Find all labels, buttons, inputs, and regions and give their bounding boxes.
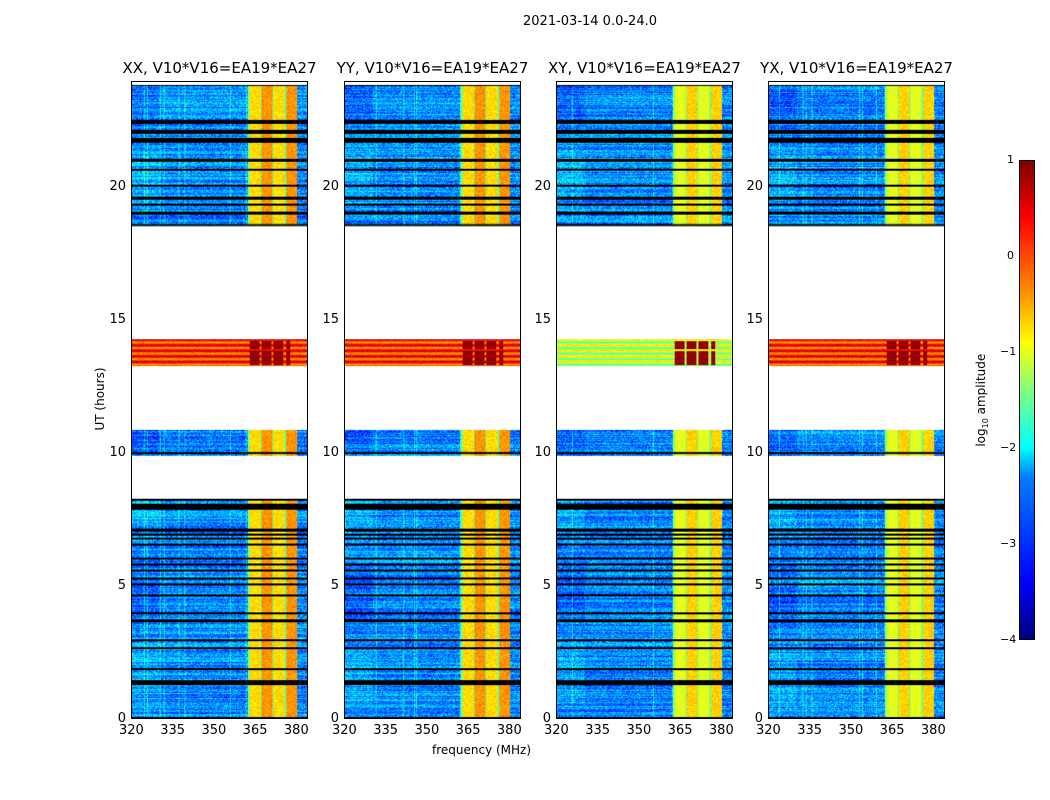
y-tick-label: 0	[117, 711, 126, 726]
colorbar-tick-label: 1	[1007, 153, 1014, 166]
x-tick-label: 335	[373, 723, 399, 738]
y-tick-label: 20	[746, 179, 763, 195]
y-tick-label: 10	[109, 445, 126, 461]
colorbar-tick-label: −4	[1000, 633, 1017, 646]
y-tick-label: 10	[746, 445, 763, 461]
x-tick-label: 335	[160, 723, 186, 738]
colorbar-tick-label: −1	[1000, 345, 1017, 358]
heatmap-panel	[768, 81, 945, 719]
x-tick-label: 380	[283, 723, 309, 738]
x-tick-label: 365	[667, 723, 693, 738]
y-axis-label: UT (hours)	[93, 367, 107, 431]
x-tick-label: 320	[332, 723, 357, 738]
x-tick-label: 365	[879, 723, 905, 738]
colorbar	[1019, 160, 1035, 640]
y-tick-label: 0	[754, 711, 763, 726]
y-tick-label: 5	[754, 578, 763, 594]
x-tick-label: 350	[838, 723, 864, 738]
x-axis-label: frequency (MHz)	[432, 743, 532, 757]
heatmap-image	[132, 82, 307, 718]
y-tick-label: 15	[746, 312, 763, 328]
x-tick-label: 320	[756, 723, 781, 738]
colorbar-label-sub: 10	[981, 418, 991, 429]
colorbar-label-rest: amplitude	[973, 353, 988, 419]
panel-title: YX, V10*V16=EA19*EA27	[760, 59, 953, 77]
heatmap-panel	[131, 81, 308, 719]
panel-title: XY, V10*V16=EA19*EA27	[548, 59, 741, 77]
x-tick-label: 335	[797, 723, 823, 738]
y-tick-label: 20	[109, 179, 126, 195]
colorbar-label-log: log	[973, 428, 988, 447]
y-tick-label: 5	[542, 578, 551, 594]
colorbar-tick-label: −3	[1000, 537, 1017, 550]
x-tick-label: 365	[242, 723, 268, 738]
colorbar-label: log10 amplitude	[974, 340, 990, 460]
x-tick-label: 380	[708, 723, 734, 738]
x-tick-label: 350	[626, 723, 652, 738]
x-tick-label: 320	[544, 723, 569, 738]
y-tick-label: 10	[534, 445, 551, 461]
y-tick-label: 20	[534, 179, 551, 195]
y-tick-label: 0	[542, 711, 551, 726]
x-tick-label: 350	[201, 723, 227, 738]
y-tick-label: 15	[322, 312, 339, 328]
y-tick-label: 20	[322, 179, 339, 195]
heatmap-panel	[344, 81, 521, 719]
heatmap-image	[345, 82, 520, 718]
y-tick-label: 5	[330, 578, 339, 594]
x-tick-label: 335	[585, 723, 611, 738]
y-tick-label: 15	[109, 312, 126, 328]
x-tick-label: 365	[455, 723, 481, 738]
figure-title: 2021-03-14 0.0-24.0	[523, 14, 657, 29]
y-tick-label: 15	[534, 312, 551, 328]
x-tick-label: 320	[119, 723, 144, 738]
y-tick-label: 10	[322, 445, 339, 461]
x-tick-label: 350	[414, 723, 440, 738]
colorbar-tick-label: 0	[1007, 249, 1014, 262]
heatmap-panel	[556, 81, 733, 719]
heatmap-image	[557, 82, 732, 718]
y-tick-label: 0	[330, 711, 339, 726]
panel-title: XX, V10*V16=EA19*EA27	[122, 59, 317, 77]
heatmap-image	[769, 82, 944, 718]
x-tick-label: 380	[920, 723, 946, 738]
x-tick-label: 380	[496, 723, 522, 738]
panel-title: YY, V10*V16=EA19*EA27	[336, 59, 529, 77]
y-tick-label: 5	[117, 578, 126, 594]
colorbar-tick-label: −2	[1000, 441, 1017, 454]
